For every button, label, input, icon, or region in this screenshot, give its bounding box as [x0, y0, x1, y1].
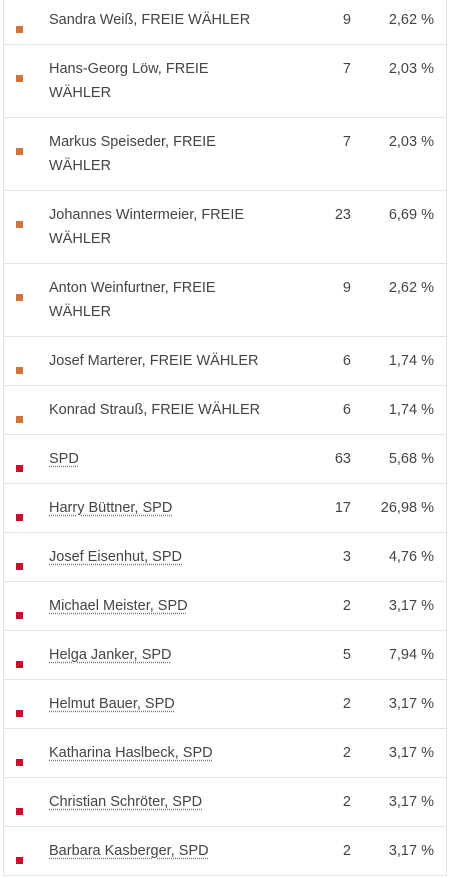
vote-share: 2,62 % — [388, 12, 434, 28]
vote-share: 2,03 % — [388, 134, 434, 150]
party-marker — [16, 710, 23, 717]
vote-share: 3,17 % — [388, 843, 434, 859]
candidate-name: Johannes Wintermeier, FREIE WÄHLER — [49, 207, 245, 247]
result-row: Sandra Weiß, FREIE WÄHLER 9 2,62 % — [4, 0, 446, 45]
candidate-name: Josef Marterer, FREIE WÄHLER — [49, 353, 259, 369]
vote-share: 4,76 % — [388, 549, 434, 565]
party-marker — [16, 563, 23, 570]
vote-share: 5,68 % — [388, 451, 434, 467]
result-row: Hans-Georg Löw, FREIE WÄHLER 7 2,03 % — [4, 45, 446, 118]
candidate-name: Markus Speiseder, FREIE WÄHLER — [49, 134, 216, 174]
vote-share: 3,17 % — [388, 745, 434, 761]
candidate-name[interactable]: Harry Büttner, SPD — [49, 500, 173, 516]
party-marker — [16, 857, 23, 864]
party-marker — [16, 759, 23, 766]
result-row: Josef Marterer, FREIE WÄHLER 6 1,74 % — [4, 337, 446, 386]
candidate-name[interactable]: Katharina Haslbeck, SPD — [49, 745, 213, 761]
vote-count: 6 — [342, 353, 351, 369]
candidate-name[interactable]: Helga Janker, SPD — [49, 647, 172, 663]
vote-share: 7,94 % — [388, 647, 434, 663]
party-marker — [16, 221, 23, 228]
vote-count: 2 — [342, 794, 351, 810]
candidate-name[interactable]: Christian Schröter, SPD — [49, 794, 203, 810]
candidate-name[interactable]: SPD — [49, 451, 79, 467]
party-marker — [16, 514, 23, 521]
candidate-name[interactable]: Barbara Kasberger, SPD — [49, 843, 209, 859]
vote-count: 6 — [342, 402, 351, 418]
party-marker — [16, 294, 23, 301]
candidate-name[interactable]: Helmut Bauer, SPD — [49, 696, 175, 712]
result-row: SPD 63 5,68 % — [4, 435, 446, 484]
result-row: Konrad Strauß, FREIE WÄHLER 6 1,74 % — [4, 386, 446, 435]
vote-count: 9 — [342, 12, 351, 28]
party-marker — [16, 26, 23, 33]
vote-count: 2 — [342, 598, 351, 614]
vote-count: 5 — [342, 647, 351, 663]
result-row: Helmut Bauer, SPD 2 3,17 % — [4, 680, 446, 729]
candidate-name: Anton Weinfurtner, FREIE WÄHLER — [49, 280, 216, 320]
vote-count: 2 — [342, 745, 351, 761]
vote-count: 63 — [334, 451, 351, 467]
vote-share: 2,62 % — [388, 280, 434, 296]
result-row: Helga Janker, SPD 5 7,94 % — [4, 631, 446, 680]
party-marker — [16, 661, 23, 668]
party-marker — [16, 465, 23, 472]
party-marker — [16, 148, 23, 155]
vote-count: 3 — [342, 549, 351, 565]
party-marker — [16, 416, 23, 423]
party-marker — [16, 612, 23, 619]
result-row: Harry Büttner, SPD 17 26,98 % — [4, 484, 446, 533]
party-marker — [16, 808, 23, 815]
candidate-name[interactable]: Michael Meister, SPD — [49, 598, 188, 614]
result-row: Josef Eisenhut, SPD 3 4,76 % — [4, 533, 446, 582]
party-marker — [16, 367, 23, 374]
candidate-name: Konrad Strauß, FREIE WÄHLER — [49, 402, 261, 418]
vote-share: 6,69 % — [388, 207, 434, 223]
vote-share: 2,03 % — [388, 61, 434, 77]
vote-share: 3,17 % — [388, 598, 434, 614]
vote-share: 3,17 % — [388, 794, 434, 810]
result-row: Anton Weinfurtner, FREIE WÄHLER 9 2,62 % — [4, 264, 446, 337]
result-row: Johannes Wintermeier, FREIE WÄHLER 23 6,69… — [4, 191, 446, 264]
candidate-name[interactable]: Josef Eisenhut, SPD — [49, 549, 182, 565]
vote-count: 2 — [342, 843, 351, 859]
vote-count: 2 — [342, 696, 351, 712]
candidate-name: Hans-Georg Löw, FREIE WÄHLER — [49, 61, 209, 101]
candidate-name: Sandra Weiß, FREIE WÄHLER — [49, 12, 251, 28]
vote-count: 7 — [342, 134, 351, 150]
vote-count: 17 — [334, 500, 351, 516]
party-marker — [16, 75, 23, 82]
result-row: Markus Speiseder, FREIE WÄHLER 7 2,03 % — [4, 118, 446, 191]
result-row: Christian Schröter, SPD 2 3,17 % — [4, 778, 446, 827]
vote-count: 7 — [342, 61, 351, 77]
vote-share: 1,74 % — [388, 353, 434, 369]
vote-share: 1,74 % — [388, 402, 434, 418]
vote-share: 3,17 % — [388, 696, 434, 712]
results-list: Sandra Weiß, FREIE WÄHLER 9 2,62 % Hans-Geo… — [3, 0, 447, 876]
result-row: Barbara Kasberger, SPD 2 3,17 % — [4, 827, 446, 876]
result-row: Katharina Haslbeck, SPD 2 3,17 % — [4, 729, 446, 778]
vote-count: 9 — [342, 280, 351, 296]
vote-share: 26,98 % — [380, 500, 434, 516]
vote-count: 23 — [334, 207, 351, 223]
result-row: Michael Meister, SPD 2 3,17 % — [4, 582, 446, 631]
